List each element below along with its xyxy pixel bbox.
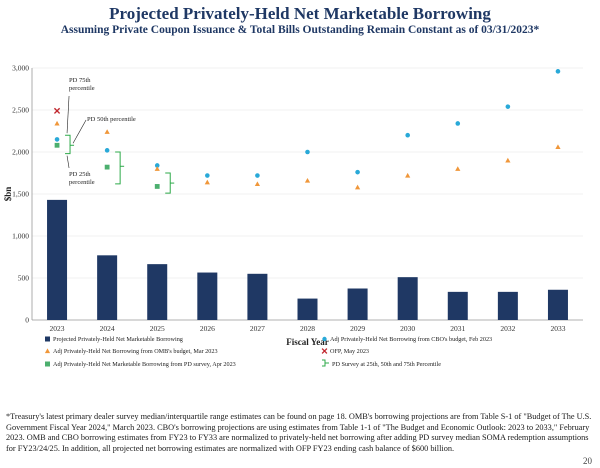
legend-label-pd-survey: Adj Privately-Held Net Marketable Borrow…: [53, 361, 236, 368]
omb-point-2032: [505, 157, 511, 163]
cbo-point-2030: [405, 132, 410, 138]
x-tick-label: 2033: [550, 324, 565, 333]
x-tick-label: 2023: [50, 324, 65, 333]
legend-swatch-ofp: [321, 348, 328, 354]
marker-series: [53, 69, 561, 190]
annotation-pd-75th: PD 75th percentile: [69, 77, 95, 92]
pd-survey-point-2024: [104, 164, 110, 170]
y-axis-ticks: 0 500 1,000 1,500 2,000 2,500 3,000: [12, 64, 29, 325]
omb-point-2031: [455, 166, 461, 171]
bar-2027: [247, 273, 268, 320]
y-tick-label: 2,500: [12, 106, 29, 115]
annotation-arrow-25th: [66, 155, 70, 169]
omb-point-2030: [405, 172, 411, 178]
omb-point-2027: [254, 181, 261, 186]
bar-2032: [497, 291, 518, 320]
cbo-point-2033: [555, 69, 561, 74]
bar-2028: [297, 298, 318, 320]
bar-2025: [147, 264, 168, 320]
chart-title: Projected Privately-Held Net Marketable …: [109, 4, 491, 23]
annotation-pd-50th: PD 50th percentile: [87, 116, 136, 123]
legend-swatch-bars: [45, 336, 50, 342]
cbo-point-2023: [54, 137, 60, 142]
omb-point-2028: [304, 177, 311, 183]
chart-subtitle: Assuming Private Coupon Issuance & Total…: [60, 24, 540, 36]
legend-label-cbo: Adj Privately-Held Net Borrowing from CB…: [330, 336, 492, 343]
pd-survey-brackets: [65, 134, 175, 194]
cbo-point-2029: [355, 169, 360, 175]
x-tick-label: 2027: [250, 324, 265, 333]
annotation-arrow-50th: [72, 119, 87, 144]
y-tick-label: 0: [25, 316, 29, 325]
legend-label-bars: Projected Privately-Held Net Marketable …: [53, 336, 183, 343]
x-axis-label: Fiscal Year: [286, 337, 328, 347]
x-tick-label: 2028: [300, 324, 315, 333]
pd-range-2023: [65, 134, 75, 155]
y-tick-label: 3,000: [12, 64, 29, 73]
page-number: 20: [583, 456, 592, 466]
omb-point-2026: [204, 179, 210, 185]
x-tick-label: 2031: [450, 324, 465, 333]
bar-2026: [197, 272, 218, 320]
x-tick-label: 2029: [350, 324, 365, 333]
omb-point-2029: [354, 184, 361, 190]
annotation-arrow-75th: [66, 95, 70, 134]
x-tick-label: 2032: [500, 324, 515, 333]
ofp-cross-stroke: [321, 348, 328, 354]
legend-swatch-cbo: [322, 336, 327, 342]
omb-point-2024: [104, 129, 110, 134]
x-tick-label: 2025: [150, 324, 165, 333]
pd-range-2024: [115, 151, 125, 185]
omb-point-2025: [154, 166, 160, 171]
cbo-point-2032: [505, 104, 511, 109]
bracket-outline: [65, 134, 71, 155]
omb-point-2023: [54, 120, 60, 126]
pd-survey-point-2025: [154, 184, 160, 189]
bar-series: [47, 199, 568, 320]
legend-label-ofp: OFP, May 2023: [330, 348, 369, 355]
x-axis-ticks: 2023 2024 2025 2026 2027 2028 2029 2030 2031 2032…: [50, 324, 566, 333]
legend-swatch-omb: [44, 348, 51, 354]
ofp-point-2023: [53, 107, 61, 114]
x-tick-label: 2030: [400, 324, 415, 333]
footnote: *Treasury's latest primary dealer survey…: [6, 412, 592, 453]
omb-point-2033: [555, 144, 561, 150]
bar-2030: [397, 277, 418, 320]
y-axis-label: $bn: [3, 187, 13, 202]
cbo-point-2028: [305, 149, 310, 155]
bracket-outline: [165, 172, 171, 194]
y-tick-label: 500: [18, 274, 30, 283]
pd-range-2025: [165, 172, 175, 194]
cbo-point-2026: [205, 173, 210, 178]
x-tick-label: 2024: [100, 324, 115, 333]
bar-2029: [347, 288, 368, 320]
y-tick-label: 1,500: [12, 190, 29, 199]
bar-2024: [97, 255, 118, 320]
cbo-point-2027: [255, 173, 260, 178]
ofp-cross-stroke: [53, 107, 61, 114]
cbo-point-2025: [154, 163, 160, 168]
bar-2023: [47, 199, 68, 320]
cbo-point-2031: [455, 121, 461, 126]
y-tick-label: 2,000: [12, 148, 29, 157]
pd-survey-point-2023: [54, 142, 60, 148]
cbo-point-2024: [104, 148, 110, 153]
legend-label-omb: Adj Privately-Held Net Borrowing from OM…: [53, 348, 218, 355]
legend-label-pd-range: PD Survey at 25th, 50th and 75th Percent…: [332, 361, 441, 368]
bracket-outline: [322, 359, 326, 367]
legend: Projected Privately-Held Net Marketable …: [44, 336, 492, 368]
legend-swatch-pd-survey: [45, 361, 50, 367]
legend-swatch-pd-range: [322, 359, 329, 367]
annotation-pd-25th: PD 25th percentile: [69, 171, 95, 186]
bracket-outline: [115, 151, 121, 185]
annotations: PD 75th percentile PD 50th percentile PD 25…: [66, 77, 136, 186]
x-tick-label: 2026: [200, 324, 215, 333]
bar-2031: [447, 291, 468, 320]
y-tick-label: 1,000: [12, 232, 29, 241]
bar-2033: [547, 289, 568, 320]
